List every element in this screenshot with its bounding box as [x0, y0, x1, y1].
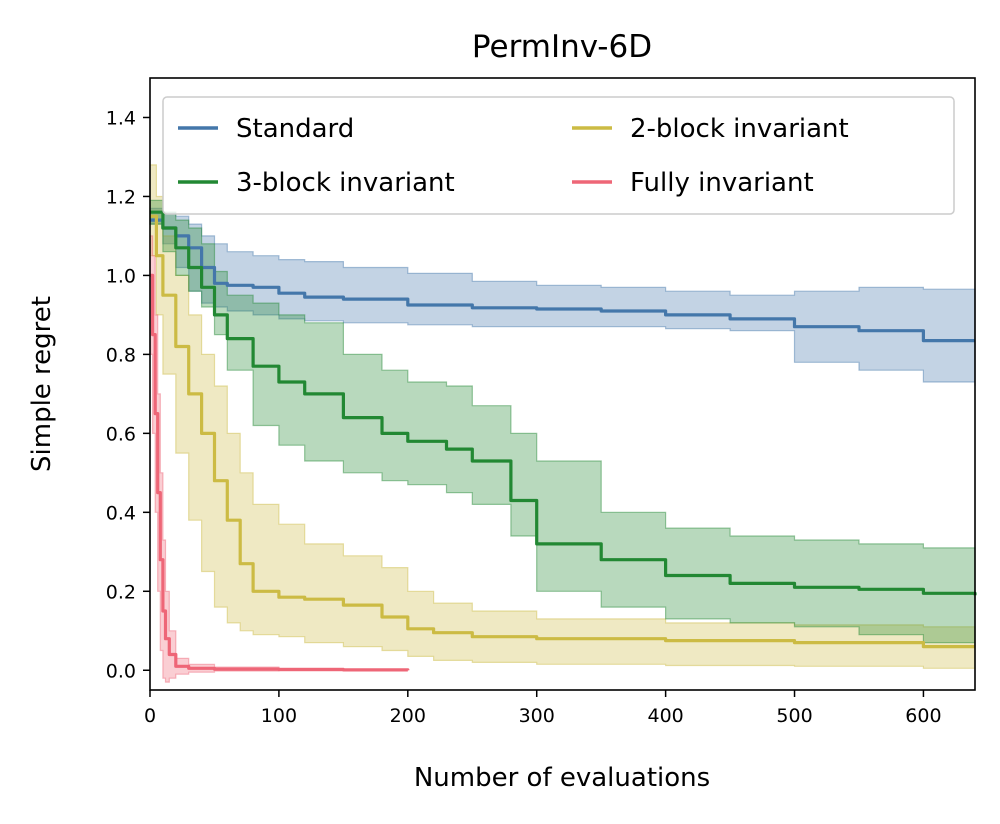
x-axis-label: Number of evaluations: [414, 763, 710, 793]
y-tick-label: 0.6: [106, 423, 136, 445]
y-tick-label: 0.4: [106, 502, 136, 524]
plot-frame: [149, 77, 976, 691]
y-tick-label: 0.2: [106, 581, 136, 603]
series-lines: [150, 210, 977, 672]
legend-label-2-block-invariant: 2-block invariant: [630, 114, 849, 144]
line-3-block-invariant: [150, 210, 977, 596]
x-tick-label: 300: [519, 705, 555, 727]
x-tick-label: 600: [905, 705, 941, 727]
chart-title: PermInv-6D: [472, 29, 652, 65]
line-fully-invariant: [150, 273, 410, 672]
line-2-block-invariant: [150, 214, 975, 649]
x-axis-ticks: 0 100 200 300 400 500 600: [144, 690, 942, 727]
x-tick-label: 500: [776, 705, 812, 727]
legend-label-fully-invariant: Fully invariant: [630, 168, 814, 198]
x-tick-label: 100: [261, 705, 297, 727]
y-axis-ticks: 0.0 0.2 0.4 0.6 0.8 1.0 1.2 1.4: [106, 107, 150, 682]
y-tick-label: 1.0: [106, 265, 136, 287]
line-standard: [150, 218, 975, 343]
legend: Standard 2-block invariant 3-block invaria…: [162, 96, 955, 215]
confidence-bands: [149, 164, 976, 683]
y-tick-label: 1.4: [106, 107, 136, 129]
y-tick-label: 0.8: [106, 344, 136, 366]
y-tick-label: 0.0: [106, 660, 136, 682]
legend-label-standard: Standard: [236, 114, 354, 144]
x-tick-label: 200: [390, 705, 426, 727]
legend-label-3-block-invariant: 3-block invariant: [236, 168, 455, 198]
y-axis-label: Simple regret: [27, 296, 57, 472]
x-tick-label: 0: [144, 705, 156, 727]
y-tick-label: 1.2: [106, 186, 136, 208]
legend-box: [162, 96, 955, 215]
x-tick-label: 400: [647, 705, 683, 727]
